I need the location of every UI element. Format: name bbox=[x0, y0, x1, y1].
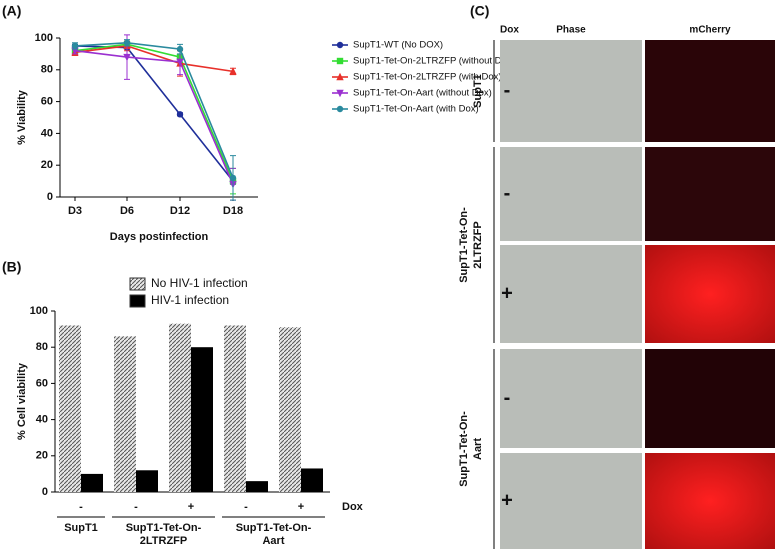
dox-header: Dox bbox=[500, 25, 519, 36]
group-label: Aart bbox=[262, 535, 284, 547]
y-axis-title: % Viability bbox=[16, 89, 28, 145]
bar bbox=[279, 327, 301, 492]
bar bbox=[169, 323, 191, 492]
group-label: 2LTRZFP bbox=[140, 535, 187, 547]
legend-label: SupT1-Tet-On-Aart (with Dox) bbox=[353, 104, 479, 115]
panel-label: (A) bbox=[2, 3, 21, 19]
x-tick-label: D12 bbox=[170, 205, 190, 217]
y-tick-label: 0 bbox=[42, 486, 48, 498]
group-label: SupT1-Tet-On- bbox=[126, 522, 202, 534]
bar bbox=[191, 347, 213, 492]
marker bbox=[123, 39, 131, 46]
marker bbox=[176, 111, 184, 118]
legend-marker bbox=[336, 72, 344, 81]
y-tick-label: 20 bbox=[41, 159, 53, 171]
category-label: - bbox=[79, 501, 83, 513]
dox-sign: - bbox=[504, 387, 511, 409]
row-group-label: Aart bbox=[472, 438, 484, 460]
x-tick-label: D18 bbox=[223, 205, 243, 217]
mcherry-image bbox=[645, 245, 775, 343]
legend-label: No HIV-1 infection bbox=[151, 276, 248, 290]
legend-marker bbox=[336, 89, 344, 98]
category-label: + bbox=[188, 501, 194, 513]
y-tick-label: 80 bbox=[41, 64, 53, 76]
legend-label: HIV-1 infection bbox=[151, 293, 229, 307]
bar bbox=[81, 473, 103, 492]
dox-sign: + bbox=[501, 489, 513, 511]
y-tick-label: 20 bbox=[36, 450, 48, 462]
x-tick-label: D6 bbox=[120, 205, 134, 217]
phase-image bbox=[500, 453, 642, 549]
column-header: mCherry bbox=[689, 25, 731, 36]
series-line bbox=[74, 45, 234, 182]
marker bbox=[176, 45, 184, 53]
row-group-label: SupT1 bbox=[472, 74, 484, 108]
phase-image bbox=[500, 147, 642, 241]
y-tick-label: 80 bbox=[36, 341, 48, 353]
series-line bbox=[74, 41, 234, 179]
y-tick-label: 40 bbox=[36, 414, 48, 426]
category-label: - bbox=[134, 501, 138, 513]
series-line bbox=[74, 45, 234, 73]
marker bbox=[229, 67, 237, 75]
legend-label: SupT1-Tet-On-2LTRZFP (with Dox) bbox=[353, 72, 502, 83]
y-tick-label: 0 bbox=[47, 191, 53, 203]
y-axis-title: % Cell viability bbox=[16, 362, 28, 440]
series-line bbox=[74, 49, 234, 185]
marker bbox=[123, 53, 131, 62]
phase-image bbox=[500, 40, 642, 142]
y-tick-label: 100 bbox=[30, 305, 48, 317]
mcherry-image bbox=[645, 349, 775, 448]
row-group-label: SupT1-Tet-On- bbox=[458, 411, 470, 487]
series-line bbox=[74, 43, 234, 182]
legend-swatch bbox=[129, 294, 146, 308]
y-tick-label: 60 bbox=[36, 377, 48, 389]
marker bbox=[229, 174, 237, 182]
x-tick-label: D3 bbox=[68, 205, 82, 217]
column-header: Phase bbox=[556, 25, 586, 36]
phase-image bbox=[500, 245, 642, 343]
legend-marker bbox=[336, 105, 344, 113]
y-tick-label: 40 bbox=[41, 127, 53, 139]
y-tick-label: 60 bbox=[41, 96, 53, 108]
mcherry-image bbox=[645, 453, 775, 549]
x-axis-title: Days postinfection bbox=[110, 231, 209, 243]
bar bbox=[301, 468, 323, 492]
bar bbox=[59, 325, 81, 492]
category-title: Dox bbox=[342, 501, 364, 513]
legend-label: SupT1-WT (No DOX) bbox=[353, 40, 443, 51]
bar bbox=[114, 336, 136, 492]
legend-label: SupT1-Tet-On-Aart (without Dox) bbox=[353, 88, 492, 99]
y-tick-label: 100 bbox=[35, 32, 53, 44]
dox-sign: + bbox=[501, 282, 513, 304]
mcherry-image bbox=[645, 147, 775, 241]
legend-marker bbox=[336, 57, 344, 65]
marker bbox=[176, 58, 184, 67]
legend-swatch bbox=[129, 277, 146, 291]
row-group-label: 2LTRZFP bbox=[472, 221, 484, 268]
legend-marker bbox=[336, 41, 344, 49]
panel-label: (B) bbox=[2, 259, 21, 275]
category-label: - bbox=[244, 501, 248, 513]
group-label: SupT1-Tet-On- bbox=[236, 522, 312, 534]
dox-sign: - bbox=[504, 79, 511, 101]
bar bbox=[224, 325, 246, 492]
category-label: + bbox=[298, 501, 304, 513]
mcherry-image bbox=[645, 40, 775, 142]
bar bbox=[246, 481, 268, 492]
group-label: SupT1 bbox=[64, 522, 98, 534]
marker bbox=[71, 42, 79, 50]
bar bbox=[136, 470, 158, 492]
dox-sign: - bbox=[504, 182, 511, 204]
row-group-label: SupT1-Tet-On- bbox=[458, 207, 470, 283]
legend-label: SupT1-Tet-On-2LTRZFP (without Dox) bbox=[353, 56, 515, 67]
phase-image bbox=[500, 349, 642, 448]
panel-label: (C) bbox=[470, 3, 489, 19]
